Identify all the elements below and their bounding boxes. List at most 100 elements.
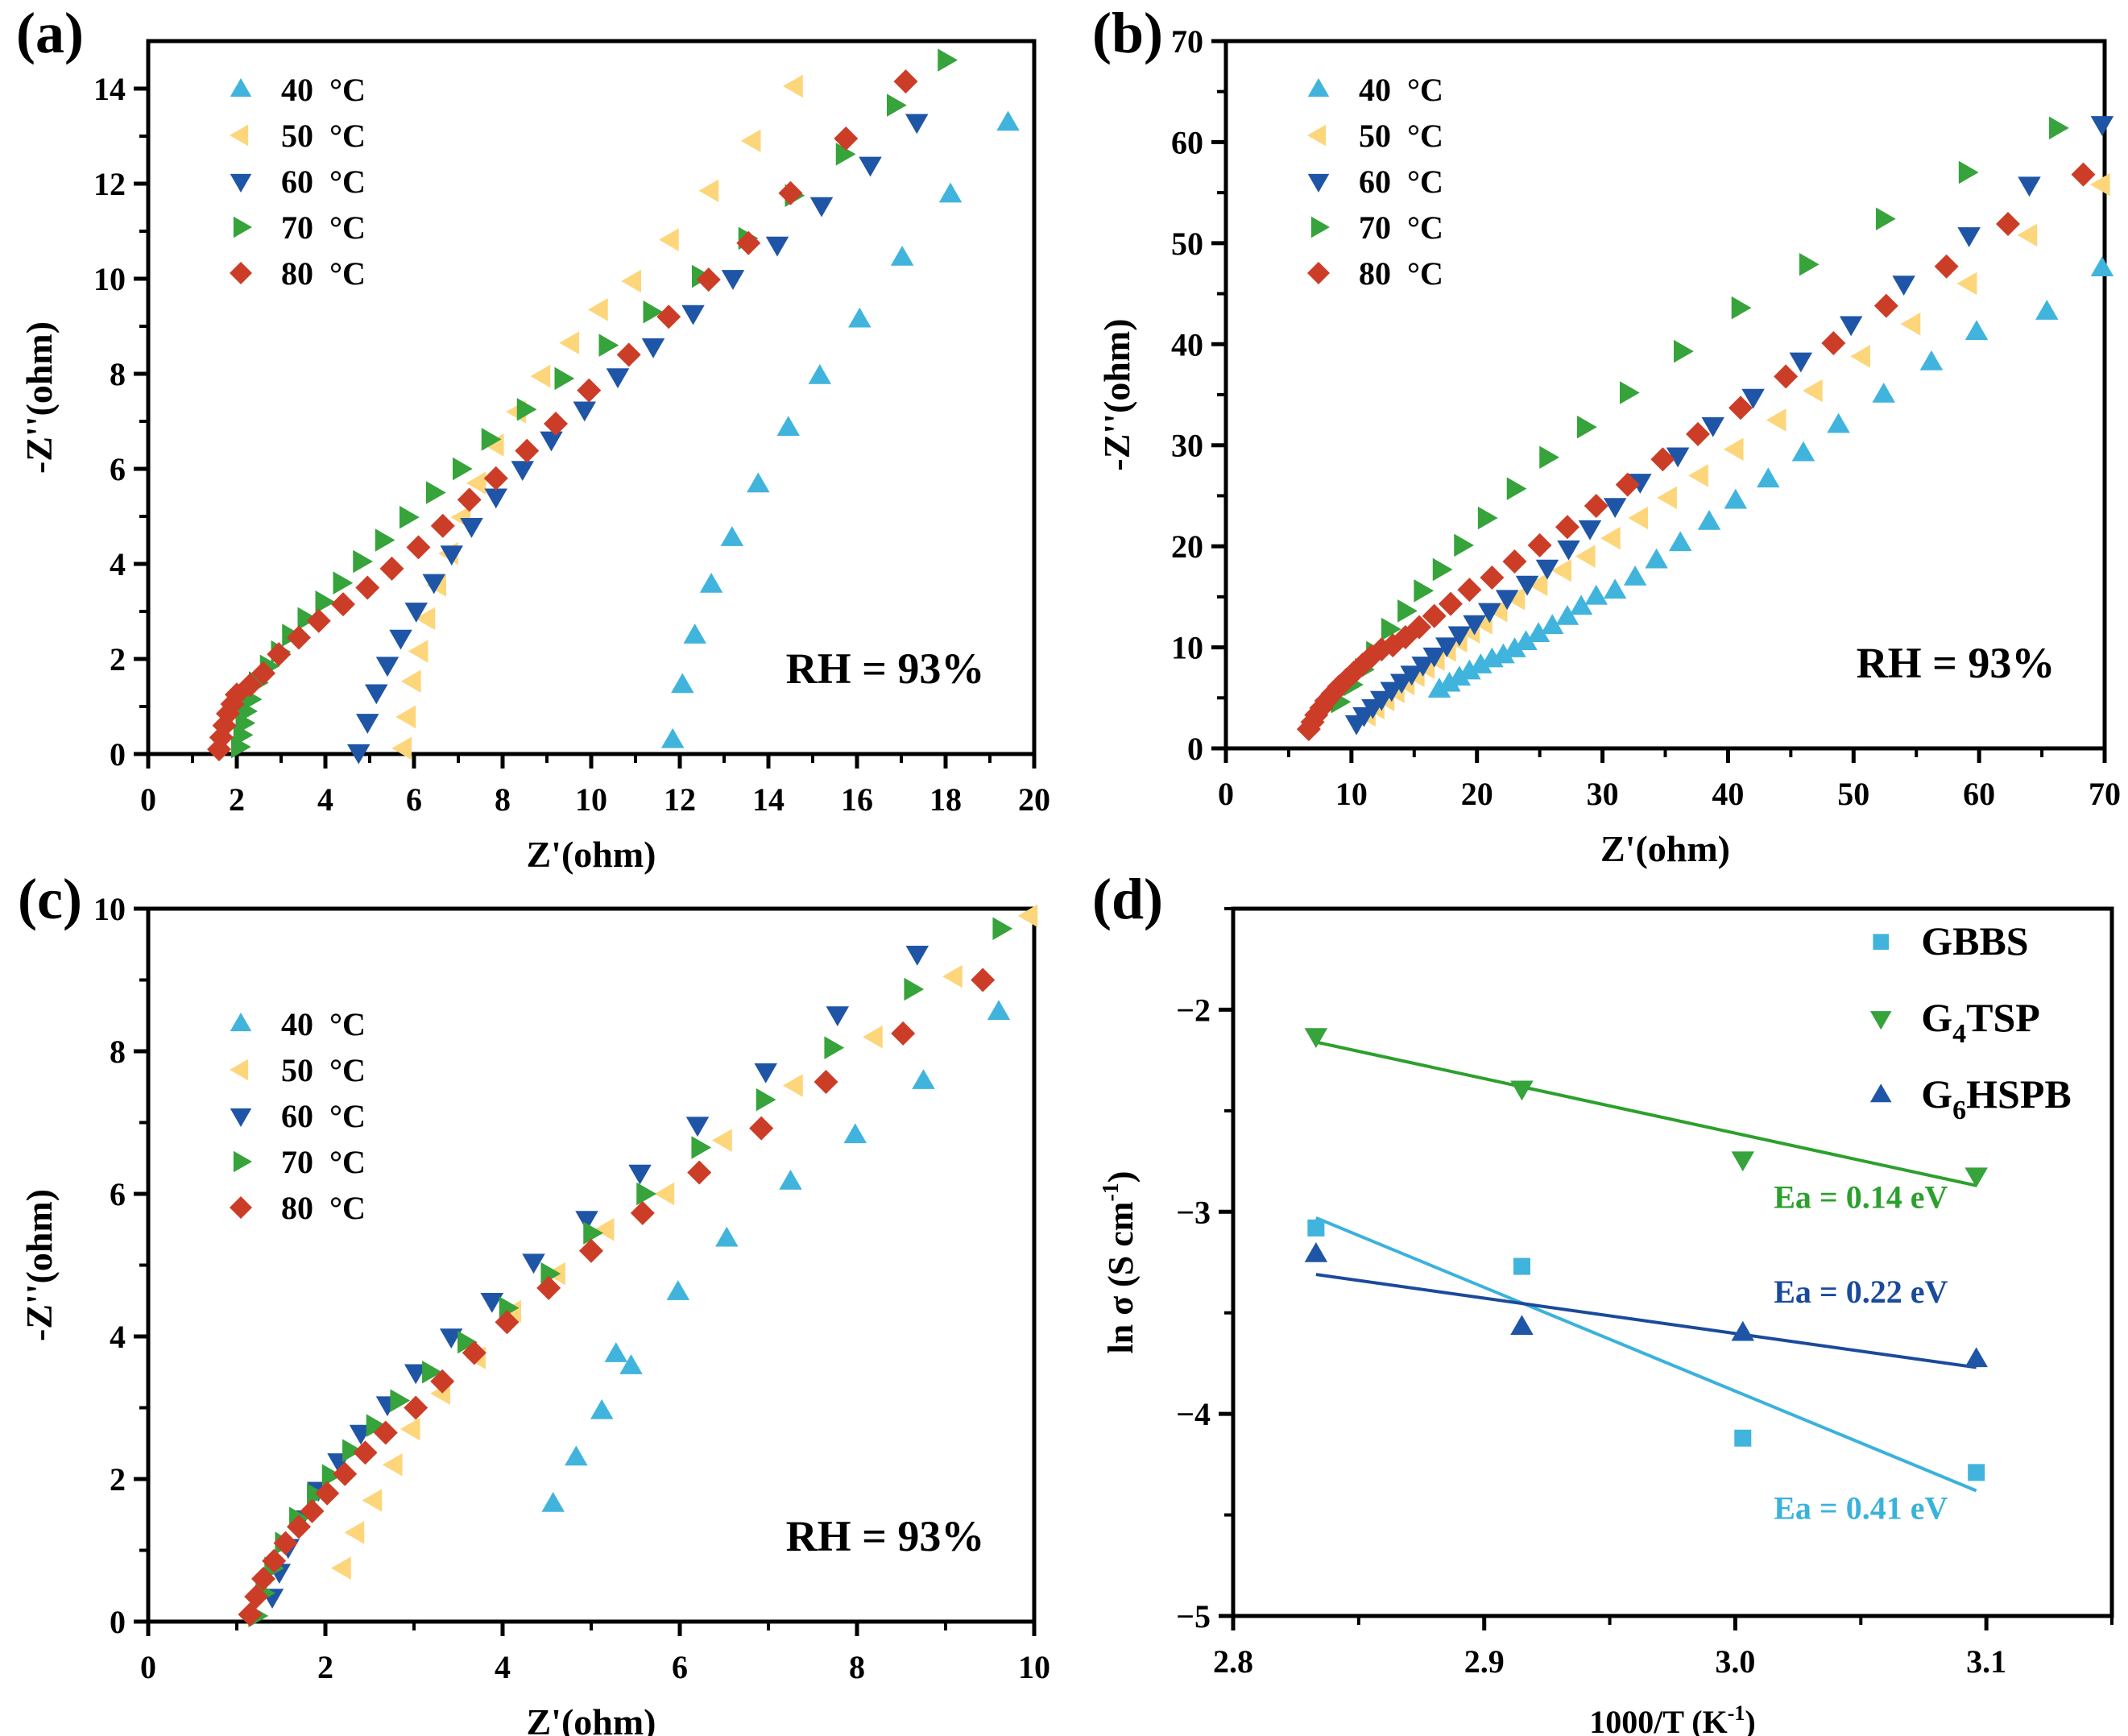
y-tick-label: 10	[1171, 630, 1203, 666]
x-tick-label: 8	[849, 1649, 865, 1685]
legend-label: 40 °C	[281, 1006, 366, 1042]
data-point	[590, 1398, 614, 1419]
y-tick-label: 8	[110, 356, 126, 392]
data-point	[1438, 671, 1461, 692]
data-point	[685, 1117, 710, 1137]
x-axis-label: Z'(ohm)	[527, 834, 656, 875]
data-point	[400, 669, 421, 693]
fit-line-G6HSPB	[1315, 1273, 1977, 1369]
data-point	[462, 1340, 486, 1365]
y-tick-label: −5	[1176, 1598, 1211, 1634]
data-point	[1728, 396, 1753, 421]
data-point	[1487, 599, 1508, 623]
data-point	[1577, 415, 1597, 439]
data-point	[1432, 557, 1453, 582]
data-point	[554, 367, 575, 391]
data-point	[666, 1280, 690, 1300]
data-point	[1414, 579, 1435, 603]
data-point	[808, 363, 832, 384]
data-point	[1615, 472, 1640, 497]
legend-label: 70 °C	[281, 1144, 366, 1180]
data-point	[890, 246, 914, 266]
legend-marker-40	[230, 78, 252, 97]
y-tick-label: 2	[110, 1461, 126, 1498]
data-point	[484, 488, 507, 509]
data-point	[904, 977, 925, 1001]
legend-label: 80 °C	[281, 1190, 366, 1226]
x-axis-label: Z'(ohm)	[1600, 828, 1730, 869]
data-point	[1964, 320, 1989, 340]
x-tick-label: 20	[1018, 781, 1050, 818]
series-40	[541, 1000, 1011, 1512]
data-point	[579, 1238, 603, 1263]
series-80	[1296, 162, 2096, 742]
data-point	[267, 642, 292, 667]
panel-label: (a)	[16, 1, 84, 65]
data-point	[779, 1169, 802, 1190]
data-point	[391, 736, 412, 760]
data-point	[287, 625, 311, 650]
legend-label-main: GBBS	[1921, 918, 2028, 963]
data-point	[353, 549, 373, 574]
data-point	[559, 331, 579, 354]
y-tick-label: −4	[1176, 1396, 1211, 1432]
data-point	[643, 300, 664, 324]
data-point	[1603, 498, 1627, 518]
data-point	[2090, 116, 2114, 136]
data-point	[1791, 441, 1815, 462]
data-point	[575, 1211, 598, 1231]
data-point	[996, 110, 1020, 131]
data-point	[1438, 591, 1463, 616]
data-point	[1495, 590, 1519, 611]
data-point	[1304, 1028, 1328, 1049]
x-tick-label: 6	[406, 781, 422, 818]
data-point	[938, 182, 963, 203]
data-point	[1645, 548, 1668, 569]
data-point	[1503, 637, 1526, 657]
x-tick-label: 0	[140, 781, 156, 818]
series-40	[1427, 256, 2114, 698]
data-point	[422, 574, 445, 595]
x-tick-label: 4	[495, 1649, 511, 1685]
data-point	[671, 673, 694, 694]
data-point	[863, 1025, 883, 1049]
legend-marker-60	[230, 1108, 252, 1127]
data-point	[1447, 665, 1472, 686]
y-tick-label: 4	[110, 1319, 126, 1355]
series-60	[1344, 116, 2114, 735]
data-point	[1900, 312, 1921, 336]
data-point	[754, 1063, 777, 1083]
series-G6HSPB	[1304, 1241, 1988, 1369]
data-point	[1584, 493, 1608, 518]
data-point	[1551, 558, 1572, 582]
data-point	[1964, 1347, 1988, 1368]
panel-label: (b)	[1092, 1, 1163, 65]
data-point	[747, 472, 770, 493]
data-point	[522, 1253, 545, 1274]
data-point	[824, 1036, 845, 1059]
legend-marker-60	[230, 173, 252, 193]
data-point	[1492, 643, 1515, 664]
data-point	[404, 1395, 428, 1420]
data-point	[630, 1200, 655, 1225]
y-tick-label: 60	[1171, 124, 1203, 160]
legend-marker-70	[233, 1150, 252, 1173]
data-point	[366, 1414, 387, 1437]
data-point	[859, 156, 882, 177]
data-point	[577, 378, 602, 403]
data-point	[715, 1226, 739, 1247]
data-point	[1839, 316, 1863, 337]
y-tick-label: −2	[1176, 992, 1211, 1028]
y-tick-label: 12	[93, 166, 126, 202]
ea-annotation-G6HSPB: Ea = 0.22 eV	[1774, 1274, 1948, 1310]
data-point	[315, 590, 336, 614]
legend: 40 °C 50 °C 60 °C 70 °C 80 °C	[230, 72, 366, 292]
data-point	[1657, 486, 1677, 510]
y-tick-label: 8	[110, 1034, 126, 1070]
data-point	[699, 572, 723, 593]
x-axis-label: Z'(ohm)	[527, 1701, 656, 1736]
data-point	[1957, 227, 1981, 247]
data-point	[1389, 673, 1414, 694]
data-point	[1995, 212, 2020, 237]
data-point	[1381, 617, 1401, 641]
